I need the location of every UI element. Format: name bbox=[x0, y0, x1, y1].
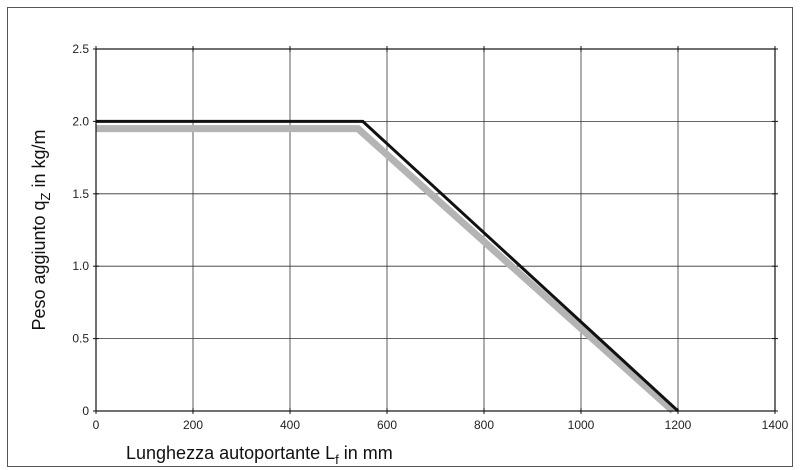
y-axis-title-subscript: Z bbox=[38, 192, 53, 200]
series-line-gray bbox=[96, 125, 676, 414]
chart-frame: 0 200 400 600 800 1000 1200 1400 0 0.5 1.0 1.5 2.0 2.… bbox=[7, 7, 793, 467]
plot-border bbox=[95, 48, 776, 412]
y-tick-label: 0.5 bbox=[72, 332, 89, 346]
x-tick-label: 0 bbox=[93, 418, 100, 432]
x-tick-label: 200 bbox=[183, 418, 203, 432]
grid bbox=[96, 49, 775, 411]
y-axis-title-text: Peso aggiunto q bbox=[29, 200, 49, 330]
series-line-black bbox=[96, 119, 680, 413]
series-group bbox=[96, 119, 680, 414]
load-chart: 0 200 400 600 800 1000 1200 1400 0 0.5 1.0 1.5 2.0 2.… bbox=[29, 42, 789, 467]
x-tick-label: 1200 bbox=[665, 418, 692, 432]
y-tick-label: 0 bbox=[82, 404, 89, 418]
y-tick-label: 2.5 bbox=[72, 42, 89, 56]
y-tick-label: 1.0 bbox=[72, 259, 89, 273]
y-axis-title-unit: in kg/m bbox=[29, 129, 49, 192]
x-tick-label: 600 bbox=[377, 418, 397, 432]
x-axis-title-subscript: f bbox=[335, 452, 339, 467]
axes bbox=[93, 46, 778, 414]
x-axis-title-unit: in mm bbox=[339, 443, 393, 463]
tick-labels: 0 200 400 600 800 1000 1200 1400 0 0.5 1.0 1.5 2.0 2.… bbox=[72, 42, 788, 432]
x-tick-label: 1000 bbox=[568, 418, 595, 432]
y-tick-label: 1.5 bbox=[72, 187, 89, 201]
x-tick-label: 800 bbox=[474, 418, 494, 432]
x-axis-title: Lunghezza autoportante Lf in mm bbox=[126, 443, 393, 467]
y-axis-title: Peso aggiunto qZ in kg/m bbox=[29, 129, 53, 330]
y-tick-label: 2.0 bbox=[72, 114, 89, 128]
x-axis-title-text: Lunghezza autoportante L bbox=[126, 443, 335, 463]
x-tick-label: 1400 bbox=[762, 418, 789, 432]
x-tick-label: 400 bbox=[280, 418, 300, 432]
